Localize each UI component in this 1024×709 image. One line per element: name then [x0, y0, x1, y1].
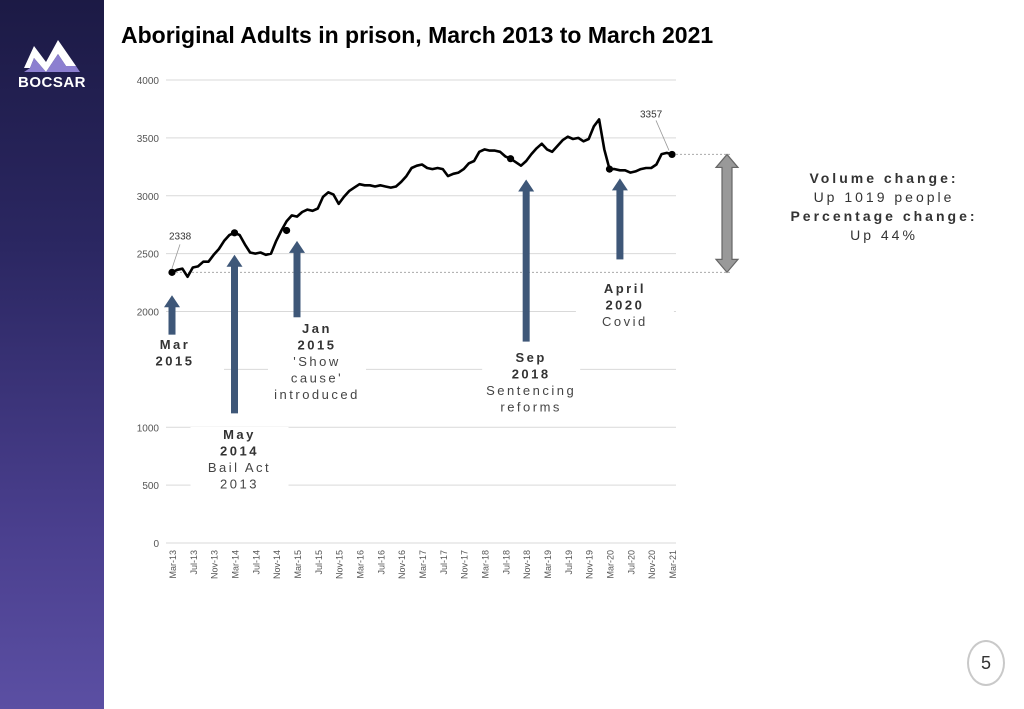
y-tick-label: 2000 [137, 308, 160, 319]
volume-change-double-arrow [714, 153, 740, 274]
annotation-arrow-shaft [616, 188, 624, 260]
annotation-text: reforms [500, 400, 562, 415]
x-tick-label: Nov-14 [272, 550, 282, 579]
summary-text: Up 1019 people [814, 189, 955, 205]
x-tick-label: Mar-17 [418, 550, 428, 579]
annotation-text: Sentencing [486, 383, 576, 398]
y-tick-label: 3000 [137, 192, 160, 203]
y-tick-label: 2500 [137, 250, 160, 261]
annotation-text: 2020 [605, 298, 644, 313]
x-tick-label: Mar-20 [606, 550, 616, 579]
x-tick-label: Mar-21 [668, 550, 678, 579]
annotation-arrow-shaft [293, 250, 301, 318]
x-tick-label: Mar-18 [481, 550, 491, 579]
annotation-text: 2015 [156, 354, 195, 369]
x-tick-label: Jul-19 [564, 550, 574, 575]
annotation-text: Bail Act [208, 460, 271, 475]
annotation-text: 2018 [512, 367, 551, 382]
bocsar-logo-icon [24, 40, 80, 72]
annotation-background [482, 350, 581, 420]
annotation-background [190, 427, 289, 497]
data-label: 2338 [169, 231, 192, 242]
annotation-text: Mar [160, 337, 191, 352]
data-point-marker [168, 268, 176, 276]
annotation-arrow-head [518, 179, 535, 192]
annotation-text: Covid [602, 314, 648, 329]
annotation-text: Jan [302, 321, 332, 336]
x-tick-label: Mar-19 [543, 550, 553, 579]
x-tick-label: Nov-15 [335, 550, 345, 579]
annotation-text: Sep [515, 350, 546, 365]
x-tick-label: Jul-18 [501, 550, 511, 575]
data-point-marker [506, 155, 515, 163]
annotation-arrow-shaft [522, 189, 530, 342]
summary-text: Percentage change: [790, 208, 977, 224]
data-label-leader [171, 244, 181, 269]
x-tick-label: Nov-18 [522, 550, 532, 579]
annotation-text: May [223, 427, 256, 442]
y-tick-label: 4000 [137, 76, 160, 87]
annotation-text: 2013 [220, 477, 259, 492]
x-tick-label: Nov-17 [460, 550, 470, 579]
annotation-text: 2014 [220, 444, 259, 459]
annotation-text: cause' [291, 371, 343, 386]
x-tick-label: Mar-14 [231, 550, 241, 579]
brand-name: BOCSAR [17, 74, 86, 91]
x-tick-label: Nov-20 [647, 550, 657, 579]
summary-text: Volume change: [809, 170, 958, 186]
annotation-arrow-head [226, 254, 243, 267]
chart-title: Aboriginal Adults in prison, March 2013 … [121, 22, 714, 48]
annotation-arrow-head [611, 178, 628, 191]
x-tick-label: Mar-16 [356, 550, 366, 579]
page-number: 5 [967, 640, 1005, 686]
data-point-marker [230, 229, 239, 237]
annotation-arrow-shaft [168, 305, 176, 335]
x-tick-label: Nov-19 [585, 550, 595, 579]
x-tick-label: Jul-20 [626, 550, 636, 575]
sidebar: BOCSAR [0, 0, 104, 709]
y-tick-label: 500 [142, 481, 159, 492]
x-tick-label: Jul-17 [439, 550, 449, 575]
x-tick-label: Nov-16 [397, 550, 407, 579]
annotation-text: 2015 [298, 338, 337, 353]
series-line [171, 118, 673, 279]
x-tick-label: Jul-16 [376, 550, 386, 575]
annotation-arrow-shaft [231, 264, 238, 414]
y-tick-label: 3500 [137, 134, 160, 145]
x-tick-label: Mar-13 [168, 550, 178, 579]
summary-text: Up 44% [850, 227, 918, 243]
data-point-marker [282, 226, 291, 235]
x-tick-label: Nov-13 [210, 550, 220, 579]
data-label: 3357 [640, 109, 663, 120]
data-label-leader [655, 120, 670, 151]
x-tick-label: Jul-15 [314, 550, 324, 575]
annotation-background [575, 281, 674, 335]
data-point-marker [605, 165, 614, 173]
annotation-background [126, 337, 224, 374]
annotation-text: introduced [274, 387, 360, 402]
annotation-arrow-head [289, 240, 305, 253]
data-point-marker [668, 150, 676, 159]
y-tick-label: 0 [153, 539, 159, 550]
annotation-text: 'Show [293, 354, 341, 369]
x-tick-label: Jul-13 [189, 550, 199, 575]
x-tick-label: Mar-15 [293, 550, 303, 579]
x-tick-label: Jul-14 [251, 550, 261, 575]
annotation-background [268, 321, 366, 408]
annotation-text: April [604, 281, 646, 296]
annotation-arrow-head [164, 295, 180, 308]
y-tick-label: 1000 [137, 423, 160, 434]
